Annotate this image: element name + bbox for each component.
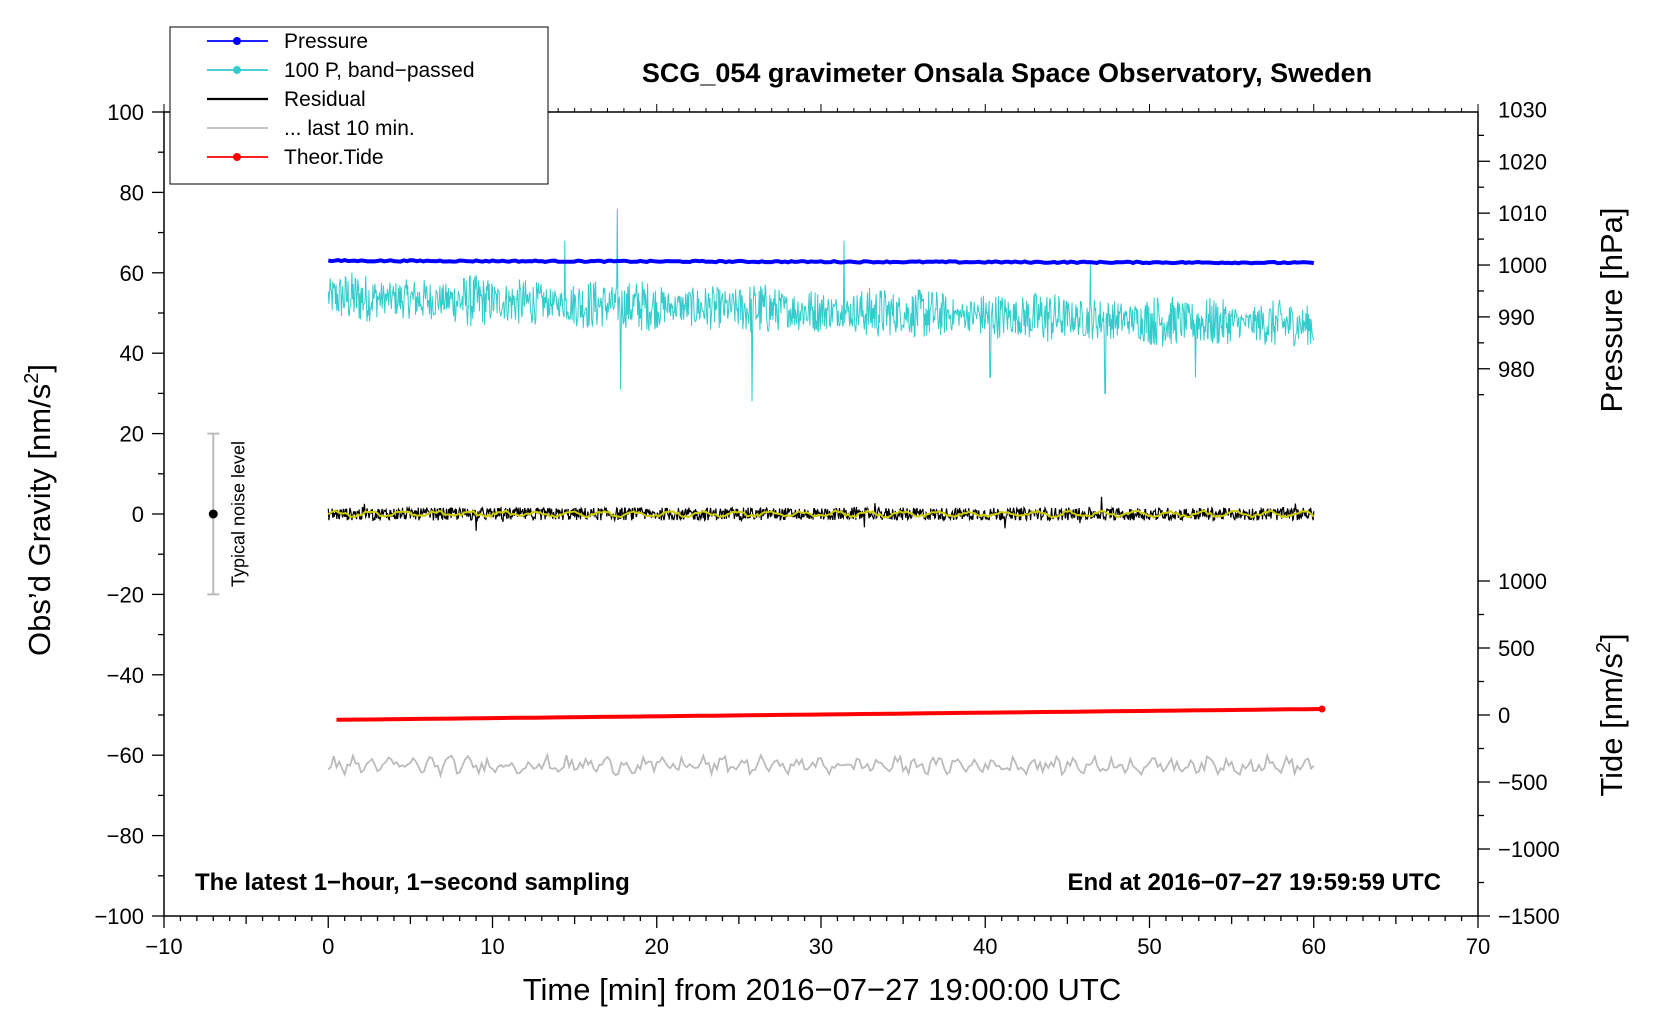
series-pressure-line [327,258,1315,266]
legend-label: 100 P, band−passed [284,59,475,82]
series-last-10-min-line [327,752,1315,779]
x-tick-label: 30 [809,934,833,959]
y-tick-label: 0 [132,502,144,527]
series-residual-smoothed-line [327,509,1315,519]
series-theoretical-tide-endpoint [1318,705,1326,713]
annotation-sampling: The latest 1−hour, 1−second sampling [195,869,630,896]
legend-label: ... last 10 min. [284,117,415,140]
y-tick-label: 100 [107,100,144,125]
tide-tick-label: 1000 [1498,569,1547,594]
y-axis-title-pressure: Pressure [hPa] [1594,207,1629,412]
y-tick-label: −20 [107,582,144,607]
y-tick-label: −100 [94,904,144,929]
noise-bar-center-dot [208,509,218,519]
chart-title: SCG_054 gravimeter Onsala Space Observat… [642,58,1372,88]
y-tick-label: 60 [120,261,144,286]
series-layer [327,208,1326,779]
pressure-tick-label: 1020 [1498,149,1547,174]
x-tick-label: 40 [973,934,997,959]
legend-swatch-marker [233,66,241,74]
x-axis-title: Time [min] from 2016−07−27 19:00:00 UTC [523,972,1122,1007]
legend-label: Theor.Tide [284,146,384,169]
y-axis-title-gravity: Obs’d Gravity [nm/s2] [21,364,57,656]
x-tick-label: 10 [480,934,504,959]
tide-tick-label: −500 [1498,770,1548,795]
legend-swatch-marker [233,37,241,45]
typical-noise-bar: Typical noise level [207,432,248,596]
x-tick-label: 20 [645,934,669,959]
series-theoretical-tide-line [336,707,1323,722]
x-tick-label: 70 [1466,934,1490,959]
tide-tick-label: 0 [1498,703,1510,728]
y-tick-label: 20 [120,422,144,447]
pressure-tick-label: 1030 [1498,97,1547,122]
x-tick-label: −10 [145,934,182,959]
legend-label: Pressure [284,30,368,53]
legend-label: Residual [284,88,366,111]
x-tick-label: 0 [322,934,334,959]
x-tick-label: 50 [1137,934,1161,959]
y-tick-label: −60 [107,743,144,768]
y-tick-label: 40 [120,341,144,366]
tide-tick-label: 500 [1498,636,1535,661]
legend-swatch-marker [233,153,241,161]
y-tick-label: 80 [120,180,144,205]
annotation-end-time: End at 2016−07−27 19:59:59 UTC [1067,869,1441,896]
pressure-tick-label: 1000 [1498,253,1547,278]
y-axis-title-tide: Tide [nm/s2] [1593,633,1629,796]
tide-tick-label: −1500 [1498,904,1560,929]
pressure-tick-label: 990 [1498,305,1535,330]
pressure-tick-label: 980 [1498,357,1535,382]
y-tick-label: −80 [107,824,144,849]
noise-bar-label: Typical noise level [228,441,248,587]
legend: Pressure 100 P, band−passed Residual ... la… [169,26,549,185]
axes: −10 0 10 20 30 40 50 60 70−100−80−60−40−20020406… [94,97,1559,959]
series-bandpassed-pressure-line [327,208,1315,402]
pressure-tick-label: 1010 [1498,201,1547,226]
tide-tick-label: −1000 [1498,837,1560,862]
x-tick-label: 60 [1302,934,1326,959]
y-tick-label: −40 [107,663,144,688]
